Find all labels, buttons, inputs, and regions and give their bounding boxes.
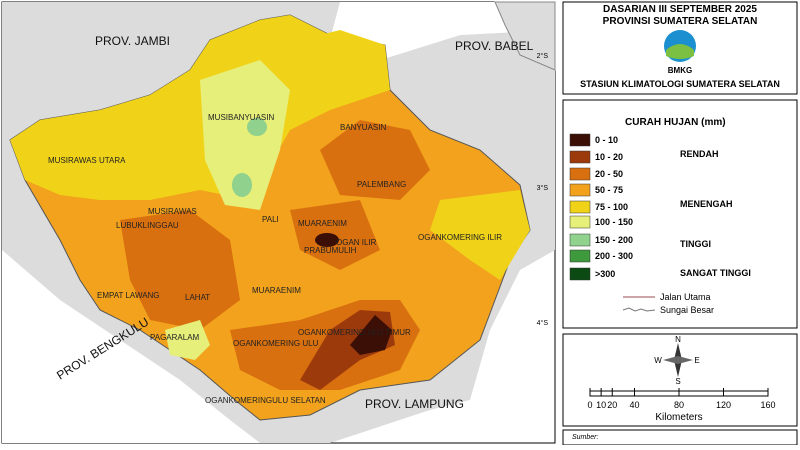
- scale-unit: Kilometers: [655, 412, 702, 423]
- zone-yellow: [300, 30, 385, 90]
- legend-label: 75 - 100: [595, 202, 628, 212]
- zone-orange: [320, 120, 430, 200]
- region-label: MUSIRAWAS UTARA: [48, 156, 126, 165]
- legend-label: >300: [595, 269, 615, 279]
- zone-green: [247, 118, 267, 136]
- side-panel: DASARIAN III SEPTEMBER 2025 PROVINSI SUM…: [562, 1, 798, 446]
- lat-tick: 3°S: [537, 184, 549, 192]
- region-label: MUSIRAWAS: [148, 207, 197, 216]
- legend-label: 0 - 10: [595, 135, 618, 145]
- legend-category: RENDAH: [680, 149, 719, 159]
- zone-yellow: [430, 190, 530, 280]
- legend-box: [562, 99, 798, 329]
- legend-swatch: [569, 233, 591, 247]
- legend-line-label: Sungai Besar: [660, 305, 714, 315]
- legend-swatch: [569, 183, 591, 197]
- region-label: MUARAENIM: [298, 219, 347, 228]
- zone-light: [200, 60, 290, 210]
- island: [494, 1, 556, 71]
- scale-tick-label: 80: [674, 400, 684, 410]
- region-label: OGAN ILIR: [336, 238, 377, 247]
- legend-title: CURAH HUJAN (mm): [625, 117, 726, 128]
- legend-swatch: [569, 133, 591, 147]
- map: [1, 1, 556, 444]
- legend-label: 10 - 20: [595, 152, 623, 162]
- region-label: PALEMBANG: [357, 180, 406, 189]
- region-label: OGANKOMERING ILIR: [418, 233, 502, 242]
- logo-text: BMKG: [668, 66, 692, 75]
- region-label: PAGARALAM: [150, 333, 200, 342]
- scale-tick-label: 10: [596, 400, 606, 410]
- legend-label: 50 - 75: [595, 185, 623, 195]
- legend-swatch: [569, 200, 591, 214]
- region-label: EMPAT LAWANG: [97, 291, 160, 300]
- region-label: LAHAT: [185, 293, 210, 302]
- zone-orange: [120, 210, 240, 330]
- region-label: PALI: [262, 215, 279, 224]
- province-label: PROV. BABEL: [455, 39, 534, 53]
- zone-dark: [315, 233, 339, 247]
- zone-light: [165, 320, 210, 360]
- lat-tick: 2°S: [537, 52, 549, 60]
- scale-tick-label: 160: [760, 400, 775, 410]
- legend-label: 150 - 200: [595, 235, 633, 245]
- province-label: PROV. LAMPUNG: [365, 397, 464, 411]
- compass: [663, 343, 693, 377]
- legend-category: TINGGI: [680, 239, 711, 249]
- legend-category: MENENGAH: [680, 199, 733, 209]
- region-label: MUARAENIM: [252, 286, 301, 295]
- region-label: MUSIBANYUASIN: [208, 113, 274, 122]
- legend-line-label: Jalan Utama: [660, 292, 711, 302]
- legend-label: 200 - 300: [595, 251, 633, 261]
- region-label: OGANKOMERING ULU TIMUR: [298, 328, 411, 337]
- legend-swatch: [569, 150, 591, 164]
- legend-label: 20 - 50: [595, 169, 623, 179]
- legend-swatch: [569, 215, 591, 229]
- compass-letter: S: [675, 377, 680, 386]
- province-label: PROV. JAMBI: [95, 34, 170, 48]
- station: STASIUN KLIMATOLOGI SUMATERA SELATAN: [580, 79, 780, 89]
- scale-tick-label: 0: [587, 400, 592, 410]
- legend-category: SANGAT TINGGI: [680, 268, 751, 278]
- scale-box: [562, 333, 798, 427]
- lat-tick: 4°S: [537, 319, 549, 327]
- scale-tick-label: 40: [629, 400, 639, 410]
- compass-letter: N: [675, 335, 681, 344]
- region-label: BANYUASIN: [340, 123, 386, 132]
- region-label: OGANKOMERING ULU: [233, 339, 319, 348]
- scale-tick-label: 120: [716, 400, 731, 410]
- title: PROVINSI SUMATERA SELATAN: [603, 16, 758, 27]
- region-label: OGANKOMERINGULU SELATAN: [205, 396, 326, 405]
- compass-letter: E: [694, 356, 699, 365]
- legend-swatch: [569, 267, 591, 281]
- scale-tick-label: 20: [607, 400, 617, 410]
- region-label: PRABUMULIH: [304, 246, 357, 255]
- zone-dark: [350, 315, 392, 355]
- logo-shape: [666, 44, 694, 59]
- title: DASARIAN III SEPTEMBER 2025: [603, 4, 757, 15]
- region-label: LUBUKLINGGAU: [116, 221, 179, 230]
- river-symbol: [622, 307, 656, 312]
- sea: [330, 2, 555, 60]
- legend-swatch: [569, 249, 591, 263]
- zone-green: [232, 173, 252, 197]
- legend-swatch: [569, 167, 591, 181]
- compass-letter: W: [654, 356, 662, 365]
- legend-label: 100 - 150: [595, 217, 633, 227]
- source-label: Sumber:: [572, 434, 599, 441]
- zone-yellow: [10, 15, 390, 200]
- sea-west: [2, 250, 260, 443]
